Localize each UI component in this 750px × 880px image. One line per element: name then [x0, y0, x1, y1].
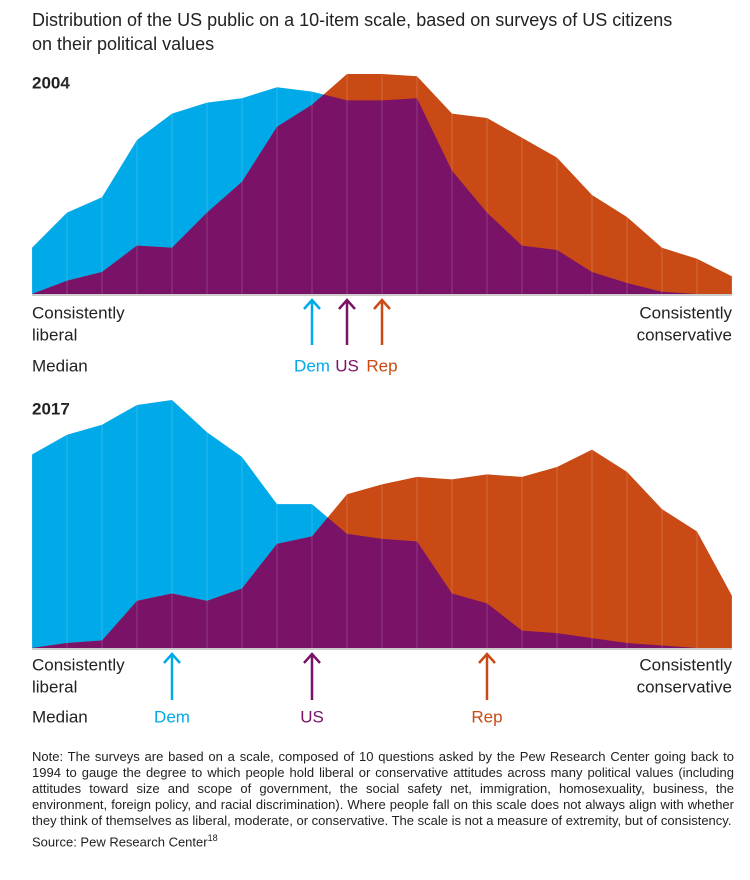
chart-year: 2017 [32, 399, 70, 418]
source: Source: Pew Research Center18 [32, 833, 218, 849]
x-end-label: Consistently [639, 303, 732, 322]
x-end-label: conservative [637, 677, 732, 696]
x-end-label: Consistently [32, 655, 125, 674]
title: Distribution of the US public on a 10-it… [32, 10, 673, 54]
median-arrow [303, 298, 321, 345]
median-name: Dem [294, 356, 330, 375]
chart-year: 2004 [32, 73, 70, 92]
note: Note: The surveys are based on a scale, … [32, 749, 734, 828]
median-label: Median [32, 707, 88, 726]
median-name: Rep [471, 707, 502, 726]
x-end-label: liberal [32, 677, 77, 696]
x-end-label: liberal [32, 325, 77, 344]
median-arrow [373, 298, 391, 345]
x-end-label: Consistently [32, 303, 125, 322]
area [32, 400, 732, 648]
charts: 2004 Consistently liberal Consistently conse… [31, 73, 733, 726]
median-name: Dem [154, 707, 190, 726]
median-arrow [478, 652, 496, 700]
source-ref: 18 [207, 833, 218, 843]
median-arrow [303, 652, 321, 700]
median-name: Rep [366, 356, 397, 375]
x-end-label: Consistently [639, 655, 732, 674]
source-text: Source: Pew Research Center [32, 834, 208, 850]
median-name: US [335, 356, 359, 375]
x-end-label: conservative [637, 325, 732, 344]
median-arrow [163, 652, 181, 700]
median-arrow [338, 298, 356, 345]
median-name: US [300, 707, 324, 726]
median-label: Median [32, 356, 88, 375]
